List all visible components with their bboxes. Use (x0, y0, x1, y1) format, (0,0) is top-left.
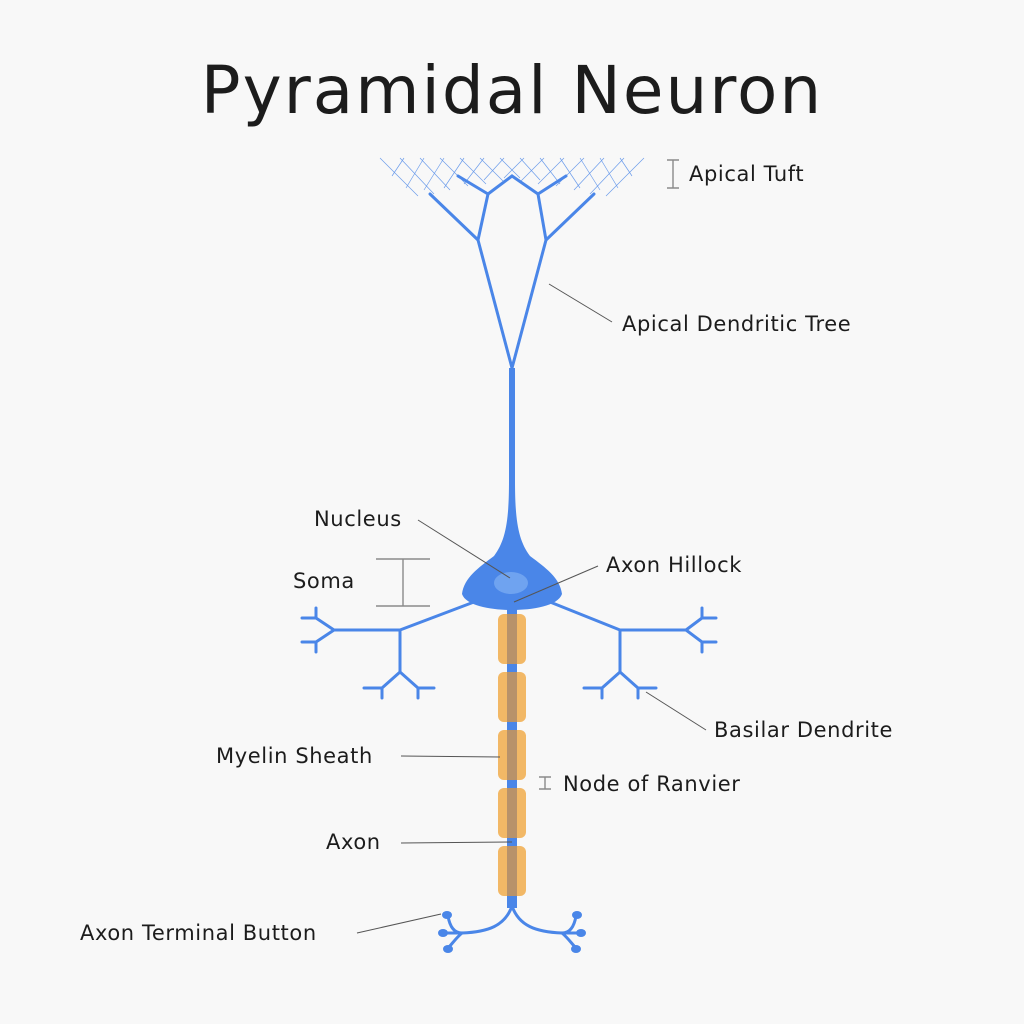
terminal-button (571, 945, 581, 953)
apical-dendrites (428, 174, 596, 370)
annotation-lines (356, 159, 707, 934)
myelin-sheath-leader (400, 755, 501, 758)
label-apical-dendritic-tree: Apical Dendritic Tree (622, 312, 851, 336)
terminal-button-leader (356, 913, 442, 934)
diagram-title: Pyramidal Neuron (200, 52, 824, 129)
label-nucleus: Nucleus (314, 507, 402, 531)
label-node-of-ranvier: Node of Ranvier (563, 772, 741, 796)
nucleus (494, 572, 528, 594)
terminal-button (572, 911, 582, 919)
soma-body (462, 368, 562, 610)
axon-terminals (442, 904, 582, 950)
label-axon-terminal-button: Axon Terminal Button (80, 921, 317, 945)
apical-tree-leader (548, 283, 613, 323)
terminal-button (442, 911, 452, 919)
terminal-buttons (438, 911, 586, 953)
myelin-segment (498, 788, 526, 838)
label-myelin-sheath: Myelin Sheath (216, 744, 373, 768)
apical-tuft-mesh (379, 157, 645, 197)
nucleus-leader (417, 519, 511, 579)
labels: Apical Tuft Apical Dendritic Tree Nucleu… (80, 162, 893, 945)
axon-leader (400, 841, 513, 844)
myelin-sheath (498, 614, 526, 896)
label-soma: Soma (293, 569, 355, 593)
myelin-segment (498, 672, 526, 722)
terminal-button (443, 945, 453, 953)
terminal-button (576, 929, 586, 937)
label-basilar-dendrite: Basilar Dendrite (714, 718, 893, 742)
axon-hillock-leader (513, 565, 599, 603)
myelin-segment (498, 614, 526, 664)
label-apical-tuft: Apical Tuft (689, 162, 804, 186)
soma-bracket (376, 558, 430, 607)
terminal-button (438, 929, 448, 937)
myelin-segment (498, 730, 526, 780)
node-of-ranvier-bracket (539, 776, 551, 790)
label-axon-hillock: Axon Hillock (606, 553, 742, 577)
basilar-dendrites (300, 600, 718, 700)
myelin-segment (498, 846, 526, 896)
basilar-dendrite-leader (645, 691, 707, 731)
label-axon: Axon (326, 830, 381, 854)
apical-tuft-bracket (667, 159, 679, 189)
